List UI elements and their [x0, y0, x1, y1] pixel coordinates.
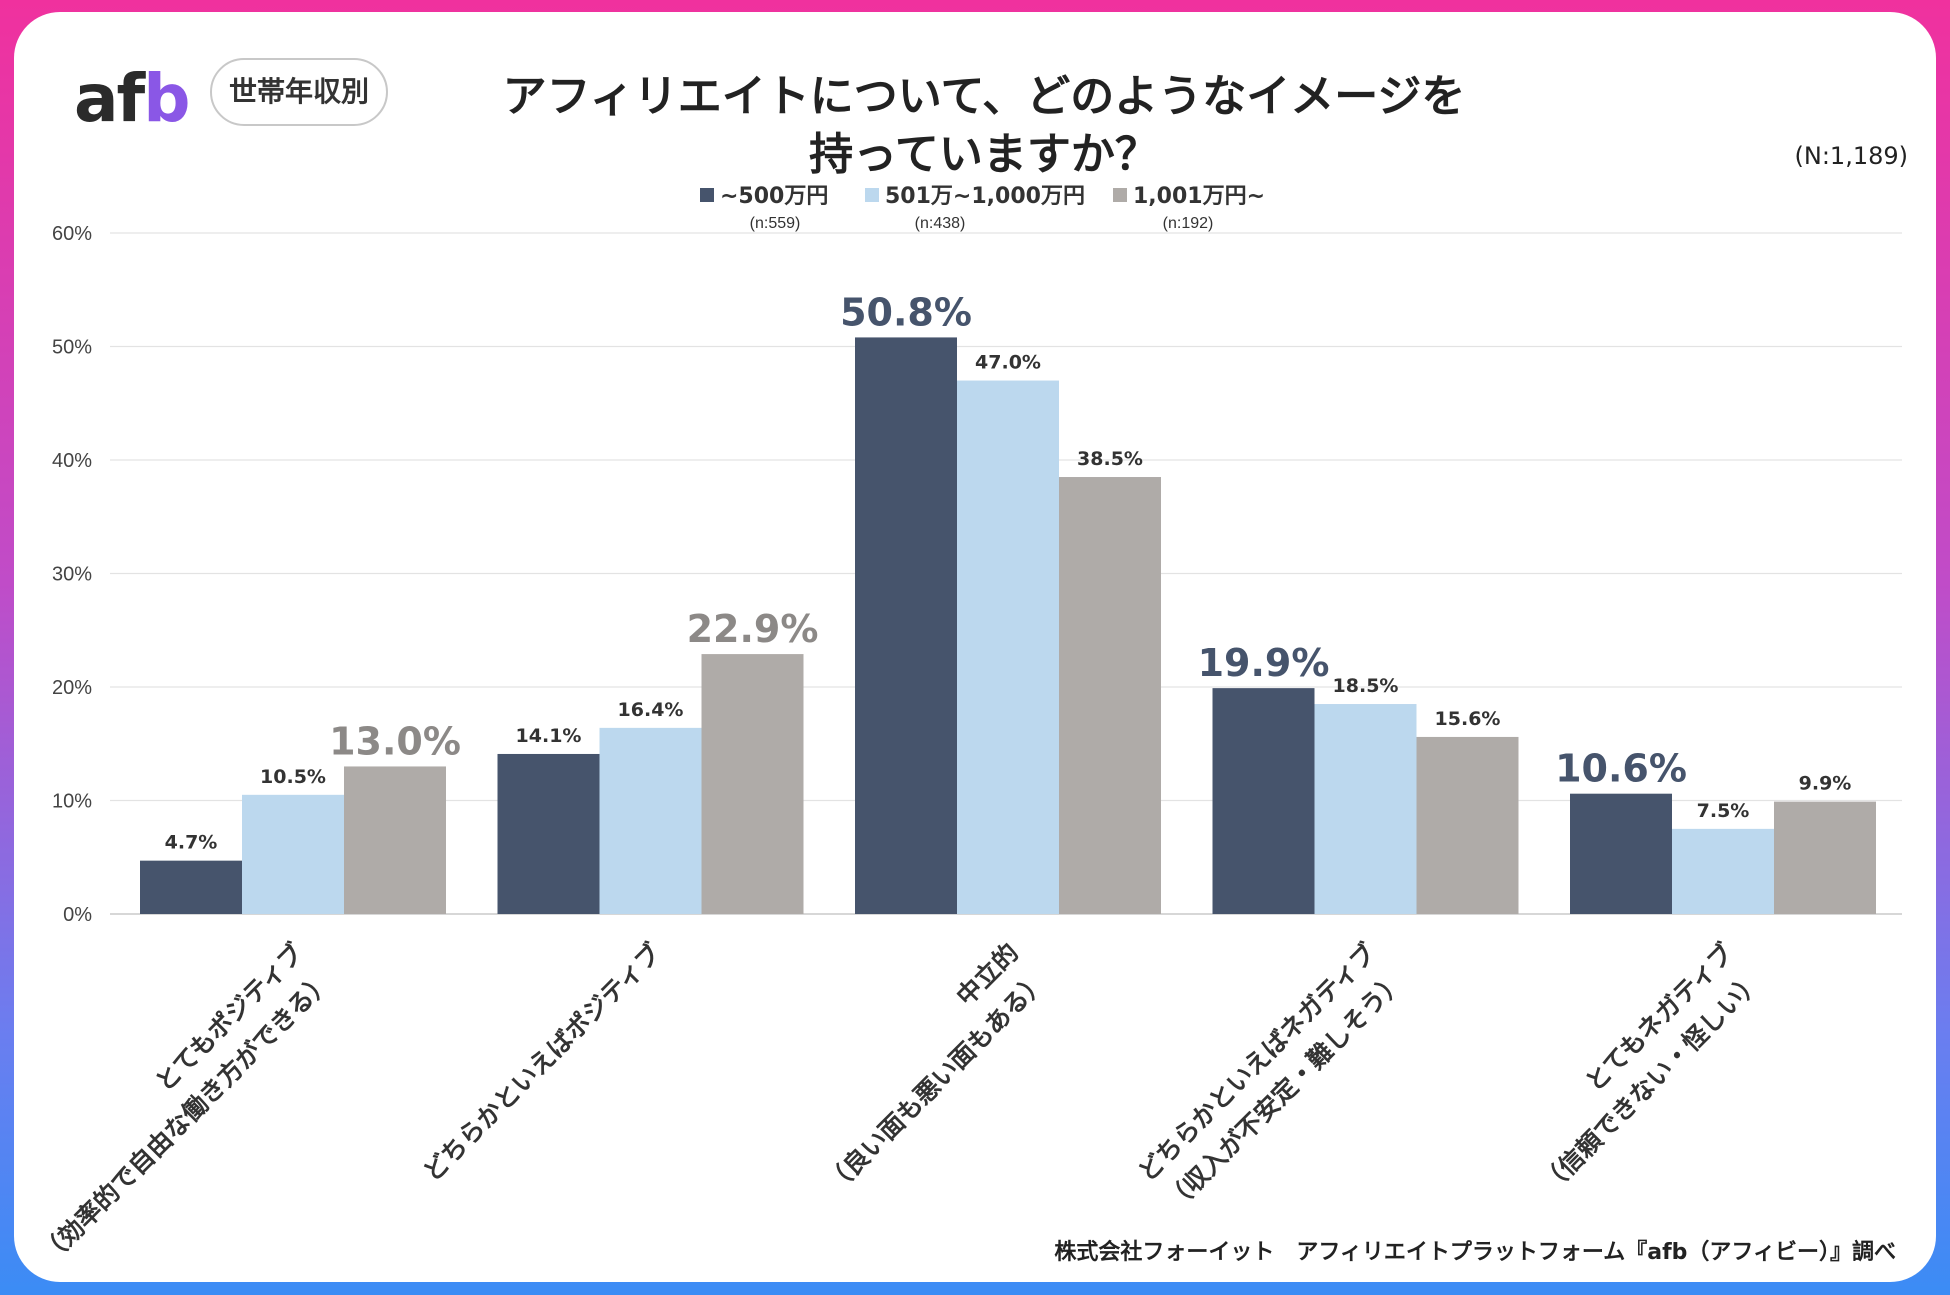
bar: [1212, 688, 1315, 914]
x-category-line: どちらかといえばネガティブ: [1132, 938, 1381, 1187]
x-category-label: どちらかといえばネガティブ（収入が不安定・難しそう）: [1132, 938, 1410, 1217]
bar: [140, 860, 242, 914]
bar: [497, 753, 600, 914]
data-label: 9.9%: [1799, 773, 1852, 795]
source-note: 株式会社フォーイット アフィリエイトプラットフォーム『afb（アフィビー）』調べ: [1054, 1240, 1896, 1265]
bar: [344, 766, 446, 914]
afb-logo: afb: [74, 64, 191, 134]
x-category-line: （効率的で自由な働き方ができる）: [35, 966, 338, 1269]
bar: [1672, 828, 1774, 914]
legend-swatch: [1113, 188, 1127, 202]
x-category-label: どちらかといえばポジティブ: [417, 938, 666, 1187]
sample-size: (N:1,189): [1794, 142, 1908, 170]
logo-prefix: af: [74, 60, 145, 137]
data-label: 7.5%: [1697, 800, 1750, 822]
legend-swatch: [700, 188, 714, 202]
data-label: 10.6%: [1555, 747, 1687, 791]
x-category-line: （信頼できない・怪しい）: [1535, 966, 1768, 1199]
bar: [1416, 736, 1519, 914]
data-label: 38.5%: [1077, 448, 1143, 470]
legend-label: 501万~1,000万円: [885, 184, 1085, 209]
bar: [1314, 704, 1417, 914]
data-label: 10.5%: [260, 766, 326, 788]
bar: [957, 380, 1059, 914]
data-label: 16.4%: [618, 699, 684, 721]
y-tick-label: 40%: [52, 450, 92, 472]
bar: [1570, 793, 1672, 914]
bar: [855, 337, 957, 914]
y-tick-label: 20%: [52, 677, 92, 699]
y-tick-label: 50%: [52, 337, 92, 359]
data-label: 13.0%: [329, 719, 461, 763]
x-category-label: とてもネガティブ（信頼できない・怪しい）: [1535, 938, 1768, 1199]
data-label: 19.9%: [1198, 641, 1330, 685]
logo-suffix: b: [143, 60, 190, 137]
data-label: 47.0%: [975, 352, 1041, 374]
legend-n: (n:438): [915, 215, 966, 232]
data-label: 4.7%: [165, 832, 218, 854]
x-category-label: 中立的（良い面も悪い面もある）: [820, 938, 1053, 1199]
y-tick-label: 60%: [52, 223, 92, 245]
y-tick-label: 0%: [63, 904, 92, 926]
x-category-line: どちらかといえばポジティブ: [417, 938, 666, 1187]
legend-swatch: [865, 188, 879, 202]
bar: [599, 727, 702, 914]
y-tick-label: 30%: [52, 564, 92, 586]
data-label: 18.5%: [1333, 675, 1399, 697]
data-label: 50.8%: [840, 290, 972, 334]
data-label: 22.9%: [687, 607, 819, 651]
legend-label: 1,001万円~: [1133, 184, 1265, 209]
x-category-label: とてもポジティブ（効率的で自由な働き方ができる）: [35, 938, 338, 1269]
title-line-1: アフィリエイトについて、どのようなイメージを: [502, 71, 1466, 122]
bar: [701, 654, 804, 914]
legend-n: (n:559): [750, 215, 801, 232]
legend-n: (n:192): [1163, 215, 1214, 232]
segment-badge: 世帯年収別: [210, 58, 388, 126]
bar: [1059, 477, 1161, 914]
chart-title: アフィリエイトについて、どのようなイメージを 持っていますか？: [434, 68, 1534, 184]
bar: [242, 794, 344, 914]
legend-label: ~500万円: [720, 184, 828, 209]
x-category-line: （良い面も悪い面もある）: [820, 966, 1053, 1199]
title-line-2: 持っていますか？: [809, 129, 1159, 180]
bar: [1774, 801, 1876, 914]
y-tick-label: 10%: [52, 791, 92, 813]
data-label: 15.6%: [1435, 708, 1501, 730]
data-label: 14.1%: [516, 725, 582, 747]
x-category-line: （収入が不安定・難しそう）: [1160, 966, 1410, 1216]
